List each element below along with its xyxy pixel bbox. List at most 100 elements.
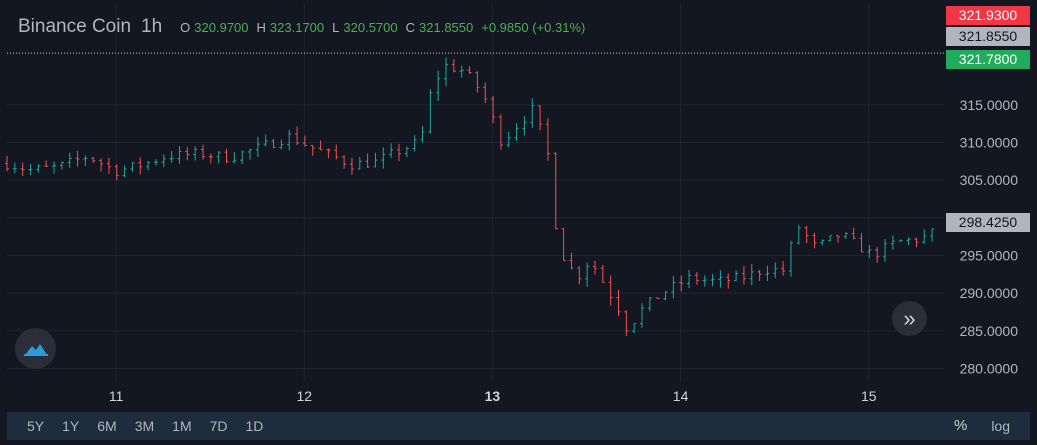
ohlc-bar bbox=[624, 310, 629, 336]
ohlc-bar bbox=[99, 158, 104, 172]
ohlc-bar bbox=[616, 289, 621, 317]
ohlc-bar bbox=[200, 144, 205, 160]
ohlc-bar bbox=[710, 274, 715, 287]
ohlc-bar bbox=[553, 152, 558, 230]
ohlc-bar bbox=[883, 239, 888, 262]
x-tick-label: 11 bbox=[109, 388, 124, 404]
ohlc-bar bbox=[130, 162, 135, 172]
ohlc-bar bbox=[836, 235, 841, 243]
interval-label[interactable]: 1h bbox=[141, 16, 163, 37]
close-value: 321.8550 bbox=[419, 20, 474, 35]
ohlc-bar bbox=[216, 151, 221, 164]
double-chevron-right-icon: » bbox=[903, 305, 916, 331]
ohlc-bar bbox=[349, 157, 354, 175]
scroll-to-realtime-button[interactable]: » bbox=[892, 301, 927, 336]
y-tick-label: 290.0000 bbox=[960, 285, 1019, 301]
ohlc-bar bbox=[843, 232, 848, 239]
ohlc-bar bbox=[930, 228, 935, 242]
y-tick-label: 305.0000 bbox=[960, 172, 1019, 188]
ohlc-bar bbox=[687, 269, 692, 289]
ohlc-bar bbox=[28, 163, 33, 175]
ohlc-bar bbox=[804, 225, 809, 244]
ohlc-bar bbox=[232, 152, 237, 164]
ohlc-bar bbox=[757, 269, 762, 281]
ohlc-bar bbox=[5, 155, 9, 172]
ohlc-bar bbox=[295, 126, 300, 146]
range-1d-button[interactable]: 1D bbox=[245, 418, 264, 434]
ohlc-bar bbox=[561, 227, 566, 262]
ohlc-bar bbox=[122, 165, 127, 178]
ohlc-bar bbox=[318, 140, 323, 151]
ohlc-bar bbox=[271, 138, 276, 149]
ohlc-bar bbox=[106, 157, 111, 174]
ohlc-bar bbox=[396, 143, 401, 161]
open-label: O bbox=[180, 20, 191, 35]
ohlc-bar bbox=[310, 144, 315, 156]
x-tick-label: 14 bbox=[673, 388, 689, 404]
ohlc-bar bbox=[412, 135, 417, 152]
legend-header: Binance Coin 1h O 320.9700 H 323.1700 L … bbox=[18, 16, 585, 42]
percent-scale-button[interactable]: % bbox=[953, 417, 968, 434]
ohlc-bar bbox=[161, 154, 166, 168]
time-axis[interactable]: 11 12 13 14 15 bbox=[109, 388, 877, 404]
ohlc-bar bbox=[734, 270, 739, 282]
ohlc-bar bbox=[796, 224, 801, 245]
log-scale-button[interactable]: log bbox=[991, 418, 1010, 434]
ohlc-bar bbox=[224, 148, 229, 163]
ohlc-bar bbox=[451, 59, 456, 73]
ohlc-bar bbox=[741, 266, 746, 285]
ohlc-bar bbox=[373, 152, 378, 168]
ohlc-bar bbox=[498, 114, 503, 150]
x-tick-label: 13 bbox=[485, 388, 501, 404]
ohlc-bar bbox=[177, 146, 182, 164]
range-6m-button[interactable]: 6M bbox=[97, 418, 117, 434]
ohlc-bar bbox=[592, 260, 597, 275]
range-7d-button[interactable]: 7D bbox=[209, 418, 228, 434]
ohlc-bar bbox=[788, 240, 793, 277]
x-tick-label: 15 bbox=[861, 388, 877, 404]
ohlc-bar bbox=[114, 164, 119, 181]
open-value: 320.9700 bbox=[194, 20, 249, 35]
ohlc-bar bbox=[694, 272, 699, 285]
tradingview-logo-button[interactable] bbox=[15, 328, 56, 369]
price-axis[interactable]: 280.0000285.0000290.0000295.0000300.0000… bbox=[960, 97, 1019, 377]
range-3m-button[interactable]: 3M bbox=[134, 418, 155, 434]
y-tick-label: 295.0000 bbox=[960, 247, 1019, 263]
low-value: 320.5700 bbox=[343, 20, 398, 35]
ohlc-bar bbox=[906, 237, 911, 246]
ohlc-bar bbox=[875, 247, 880, 263]
x-tick-label: 12 bbox=[296, 388, 312, 404]
ohlc-bar bbox=[922, 229, 927, 245]
symbol-name[interactable]: Binance Coin bbox=[18, 16, 132, 37]
range-5y-button[interactable]: 5Y bbox=[27, 418, 45, 434]
ohlc-bar bbox=[20, 162, 25, 176]
range-1m-button[interactable]: 1M bbox=[172, 418, 192, 434]
high-label: H bbox=[256, 20, 266, 35]
ohlc-bar bbox=[663, 291, 668, 301]
ohlc-bar bbox=[530, 98, 535, 129]
ohlc-bar bbox=[522, 116, 527, 136]
ohlc-bar bbox=[75, 150, 80, 167]
ohlc-bar bbox=[828, 235, 833, 242]
ohlc-bar bbox=[483, 82, 488, 104]
ohlc-bar bbox=[169, 151, 174, 163]
range-1y-button[interactable]: 1Y bbox=[62, 418, 80, 434]
current-price-tag: 321.8550 bbox=[946, 27, 1030, 46]
ohlc-bar bbox=[781, 261, 786, 276]
ohlc-bar bbox=[820, 239, 825, 246]
ohlc-bar bbox=[514, 123, 519, 142]
ohlc-bar bbox=[342, 155, 347, 169]
scale-options: % log bbox=[940, 412, 1030, 440]
ohlc-bar bbox=[193, 146, 198, 161]
ohlc-bar bbox=[59, 161, 64, 170]
ohlc-bar bbox=[632, 323, 637, 334]
ohlc-bar bbox=[240, 150, 245, 165]
ohlc-bar bbox=[334, 144, 339, 160]
grid bbox=[7, 4, 944, 382]
change-value: +0.9850 (+0.31%) bbox=[481, 20, 586, 35]
ohlc-bar bbox=[279, 139, 284, 150]
y-tick-label: 285.0000 bbox=[960, 323, 1019, 339]
ohlc-bar bbox=[718, 270, 723, 288]
